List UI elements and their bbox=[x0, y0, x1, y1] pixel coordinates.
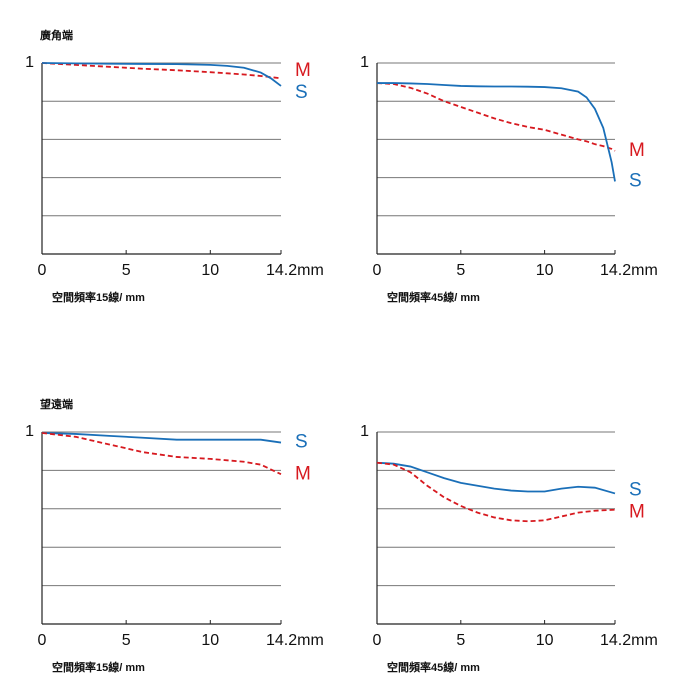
y-tick-label: 1 bbox=[360, 54, 369, 71]
mtf-line bbox=[377, 82, 616, 182]
x-tick-label: 0 bbox=[38, 262, 47, 279]
series-label: S bbox=[629, 480, 642, 501]
x-tick-label: 0 bbox=[38, 632, 47, 649]
row-title: 廣角端 bbox=[40, 28, 73, 42]
x-tick-label: 14.2mm bbox=[266, 632, 324, 649]
x-axis-label: 空間頻率15線/ mm bbox=[52, 290, 145, 304]
series-label: M bbox=[295, 463, 311, 484]
mtf-line bbox=[376, 82, 616, 152]
series-label: M bbox=[629, 502, 645, 523]
x-tick-label: 5 bbox=[122, 262, 131, 279]
x-tick-label: 10 bbox=[201, 262, 219, 279]
mtf-line bbox=[41, 432, 282, 476]
x-tick-label: 5 bbox=[456, 262, 465, 279]
row-title: 望遠端 bbox=[40, 397, 73, 411]
mtf-line bbox=[376, 461, 616, 523]
series-label: S bbox=[295, 432, 308, 453]
mtf-line bbox=[41, 62, 282, 87]
x-tick-label: 10 bbox=[536, 262, 554, 279]
mtf-line bbox=[41, 432, 282, 444]
series-label: S bbox=[629, 170, 642, 191]
mtf-line bbox=[376, 461, 616, 495]
x-tick-label: 5 bbox=[122, 632, 131, 649]
series-label: M bbox=[629, 140, 645, 161]
x-tick-label: 14.2mm bbox=[600, 262, 658, 279]
x-tick-label: 14.2mm bbox=[266, 262, 324, 279]
series-label: S bbox=[295, 82, 308, 103]
y-tick-label: 1 bbox=[25, 423, 34, 440]
x-axis-label: 空間頻率45線/ mm bbox=[387, 290, 480, 304]
x-tick-label: 5 bbox=[456, 632, 465, 649]
series-label: M bbox=[295, 60, 311, 81]
mtf-line bbox=[41, 62, 282, 80]
x-axis-label: 空間頻率45線/ mm bbox=[387, 660, 480, 674]
x-tick-label: 10 bbox=[536, 632, 554, 649]
x-axis-label: 空間頻率15線/ mm bbox=[52, 660, 145, 674]
y-tick-label: 1 bbox=[25, 54, 34, 71]
x-tick-label: 14.2mm bbox=[600, 632, 658, 649]
y-tick-label: 1 bbox=[360, 423, 369, 440]
x-tick-label: 10 bbox=[201, 632, 219, 649]
x-tick-label: 0 bbox=[373, 632, 382, 649]
x-tick-label: 0 bbox=[373, 262, 382, 279]
